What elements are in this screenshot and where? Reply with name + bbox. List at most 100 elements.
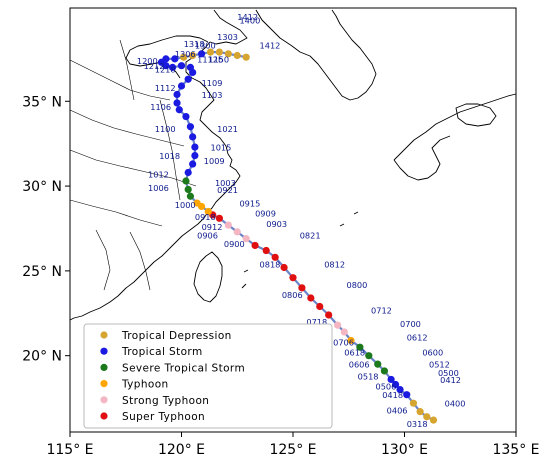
- track-point: [186, 63, 195, 71]
- time-label: 1303: [217, 32, 238, 42]
- legend-label: Severe Tropical Storm: [122, 362, 245, 374]
- time-label: 1015: [210, 142, 231, 152]
- mainland-coastline: [69, 9, 248, 321]
- track-point: [182, 112, 190, 121]
- track-point: [204, 207, 212, 216]
- time-label: 0618: [344, 348, 365, 358]
- x-tick-label: 125° E: [269, 442, 316, 458]
- time-label: 0800: [347, 280, 368, 290]
- time-label: 1103: [202, 90, 223, 100]
- time-label: 0918: [195, 212, 216, 222]
- track-point: [416, 408, 424, 416]
- track-point: [251, 241, 259, 250]
- track-point: [262, 246, 270, 255]
- time-label: 0706: [333, 338, 354, 348]
- track-point: [173, 90, 181, 99]
- time-label: 1212: [144, 61, 165, 71]
- track-point: [242, 235, 250, 243]
- x-tick-label: 120° E: [158, 442, 205, 458]
- track-point: [186, 123, 195, 131]
- time-label: 0518: [358, 371, 379, 381]
- track-point: [215, 48, 224, 56]
- track-point: [182, 177, 190, 185]
- track-point: [271, 253, 279, 261]
- track-point: [429, 416, 438, 424]
- track-points-layer: [157, 48, 438, 424]
- time-label: 0400: [445, 399, 466, 409]
- track-point: [396, 386, 404, 394]
- time-label: 0712: [371, 305, 392, 315]
- time-label: 1000: [175, 200, 196, 210]
- track-point: [191, 143, 199, 151]
- time-label: 0900: [224, 239, 245, 249]
- track-point: [171, 55, 179, 63]
- track-point: [206, 48, 215, 56]
- track-point: [242, 53, 250, 61]
- korea-coastline: [255, 9, 377, 101]
- track-point: [403, 391, 411, 399]
- legend-label: Tropical Depression: [121, 330, 232, 342]
- time-label: 1218: [155, 64, 176, 74]
- track-point: [391, 380, 400, 389]
- province-border-1: [69, 39, 197, 291]
- legend-marker: [100, 380, 108, 388]
- track-point: [280, 263, 288, 272]
- time-label: 0406: [387, 405, 408, 415]
- track-point: [173, 99, 181, 107]
- track-point: [233, 228, 241, 236]
- time-label: 1412: [237, 12, 258, 22]
- track-point: [224, 221, 232, 229]
- japan-coastline: [393, 93, 517, 181]
- track-point: [168, 63, 177, 71]
- time-label: 1009: [204, 156, 225, 166]
- time-label: 1412: [260, 41, 281, 51]
- legend-marker: [100, 363, 108, 371]
- y-tick-label: 35° N: [22, 94, 62, 110]
- legend-marker: [100, 347, 108, 355]
- track-point: [177, 82, 186, 90]
- time-label: 0418: [382, 390, 403, 400]
- legend-label: Tropical Storm: [121, 346, 203, 358]
- time-label: 0718: [306, 317, 327, 327]
- track-point: [189, 133, 197, 141]
- legend-label: Strong Typhoon: [122, 395, 209, 407]
- track-point: [380, 367, 389, 375]
- time-label: 0700: [400, 319, 421, 329]
- track-point: [224, 50, 232, 58]
- track-point: [289, 274, 297, 282]
- y-tick-label: 20° N: [22, 349, 62, 365]
- x-tick-label: 115° E: [46, 442, 93, 458]
- track-point: [307, 294, 315, 302]
- time-label: 1300: [195, 41, 216, 51]
- time-label: 0915: [239, 198, 260, 208]
- time-label: 0818: [260, 259, 281, 269]
- track-point: [162, 55, 170, 63]
- y-tick-label: 30° N: [22, 179, 62, 195]
- time-label: 0812: [324, 259, 345, 269]
- track-point: [184, 168, 192, 177]
- track-point: [175, 106, 183, 114]
- time-label: 1318: [184, 39, 205, 49]
- track-point: [180, 53, 188, 61]
- japan-shikoku-coastline: [455, 103, 497, 127]
- legend-label: Super Typhoon: [122, 411, 205, 423]
- track-point: [356, 343, 364, 351]
- track-point: [409, 399, 418, 407]
- korea-border: [255, 9, 271, 29]
- track-point: [184, 75, 192, 83]
- time-label: 0903: [266, 219, 287, 229]
- x-tick-label: 135° E: [492, 442, 539, 458]
- time-label: 0921: [217, 185, 238, 195]
- track-point: [316, 302, 324, 311]
- legend-box: [83, 323, 333, 429]
- time-label: 0606: [349, 360, 370, 370]
- track-point: [325, 311, 333, 319]
- time-label: 1109: [202, 78, 223, 88]
- track-point: [184, 185, 192, 194]
- track-point: [374, 360, 382, 368]
- track-point: [189, 51, 197, 60]
- time-label: 1003: [215, 178, 236, 188]
- time-label: 1018: [159, 151, 180, 161]
- track-point: [177, 62, 186, 70]
